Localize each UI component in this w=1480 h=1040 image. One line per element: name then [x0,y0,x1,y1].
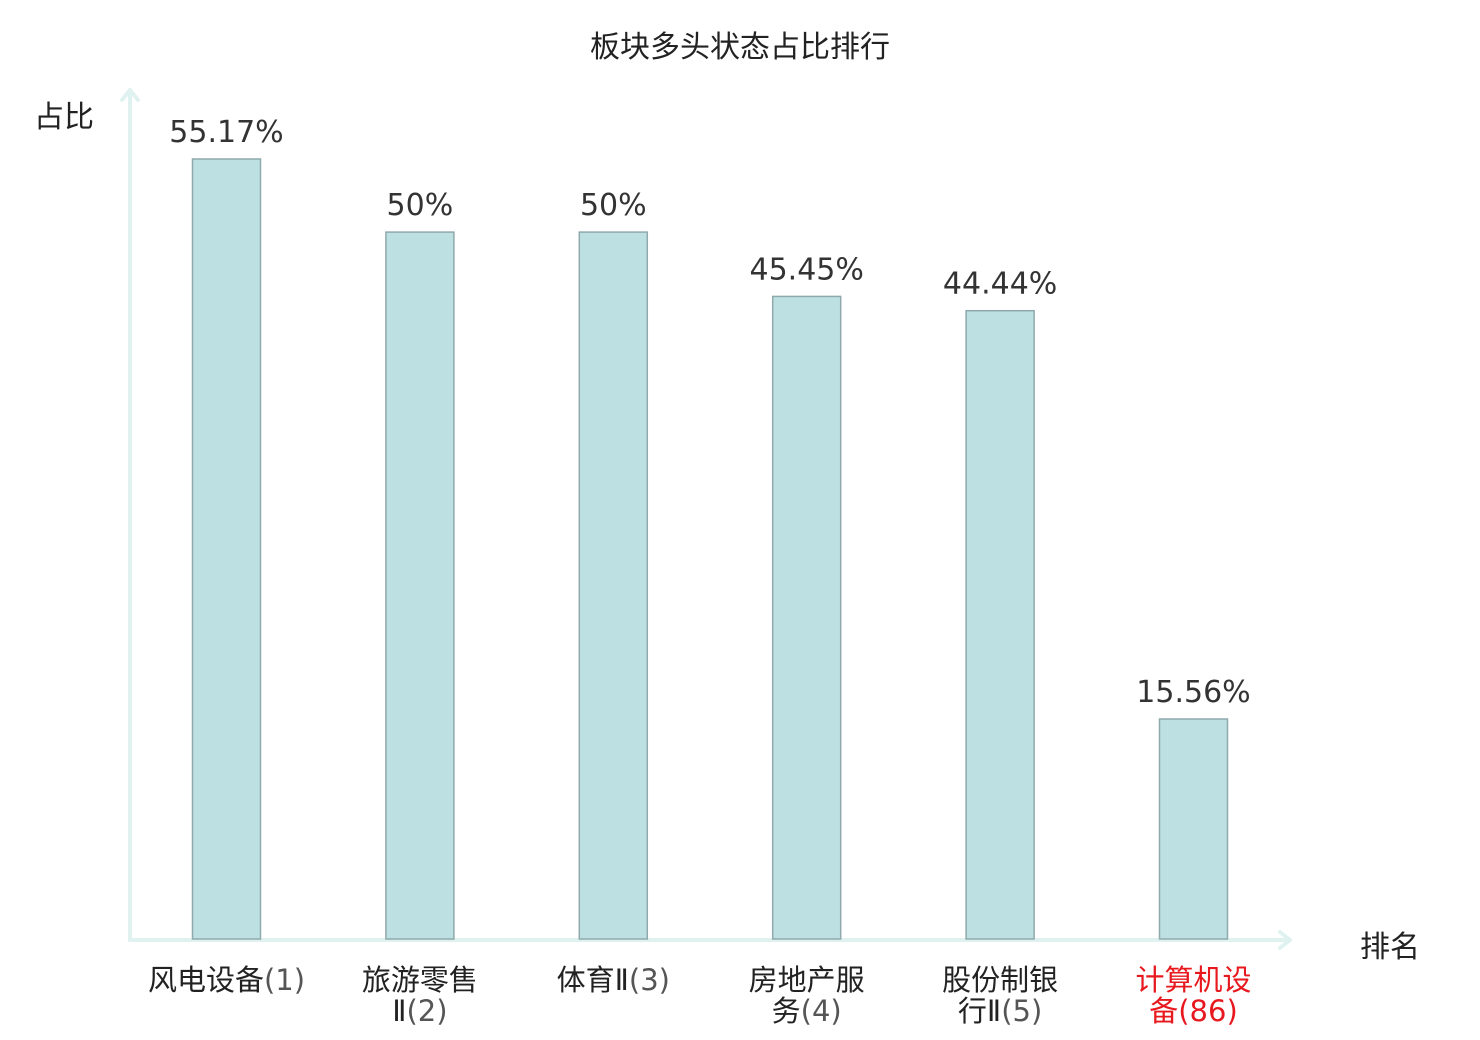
category-label-3: 体育Ⅱ(3) [556,963,670,997]
value-label-2: 50% [387,188,454,223]
value-label-5: 44.44% [943,267,1057,302]
category-label-1: 风电设备(1) [147,963,306,997]
x-axis-arrow-bottom [1278,938,1292,950]
bar-2 [385,231,455,940]
y-axis-arrow-left [120,88,132,102]
bar-5 [965,309,1035,940]
axes [120,88,1292,950]
value-labels: 55.17% 50% 50% 45.45% 44.44% 15.56% [169,115,1250,710]
bar-3 [578,231,649,940]
y-axis-arrow-right [128,88,140,102]
value-label-1: 55.17% [169,115,283,150]
bar-1 [191,158,262,940]
category-label-6: 计算机设 备(86) [1135,963,1252,1028]
bar-6 [1158,718,1229,940]
value-label-4: 45.45% [750,252,864,287]
bar-4 [771,295,842,940]
bars [191,158,1229,940]
x-axis-label: 排名 [1360,930,1420,965]
value-label-6: 15.56% [1136,675,1250,710]
category-label-5: 股份制银 行Ⅱ(5) [942,963,1059,1028]
chart-title: 板块多头状态占比排行 [590,30,890,65]
category-label-4: 房地产服 务(4) [748,963,865,1028]
x-axis-arrow-top [1278,930,1292,942]
y-axis-label: 占比 [34,100,94,135]
category-label-2: 旅游零售 Ⅱ(2) [361,963,478,1028]
value-label-3: 50% [580,188,647,223]
